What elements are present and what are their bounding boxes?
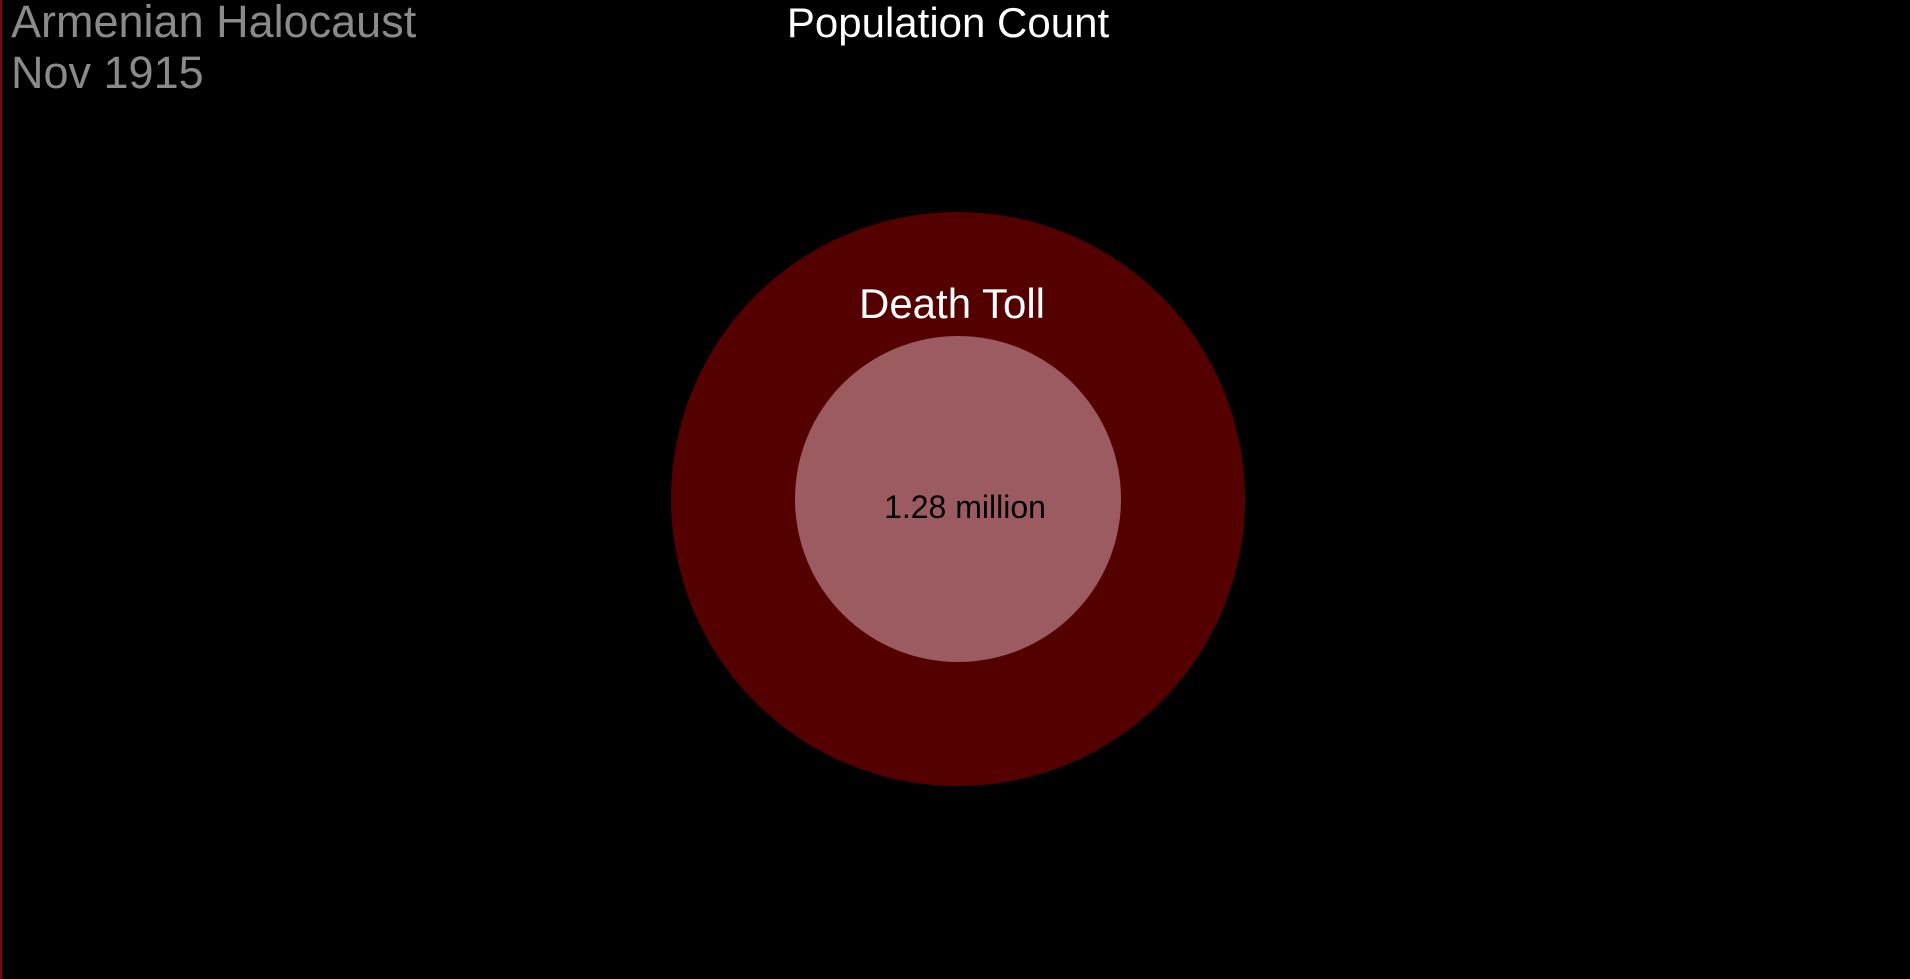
death-toll-value: 1.28 million [884,489,1046,525]
death-toll-label: Death Toll [859,280,1045,327]
heading-block: Armenian Halocaust Nov 1915 [11,0,416,98]
chart-title: Population Count [786,0,1110,46]
event-title: Armenian Halocaust [11,0,417,47]
death-toll-circle [795,336,1121,662]
left-edge-line [0,0,2,979]
event-date: Nov 1915 [11,47,204,98]
